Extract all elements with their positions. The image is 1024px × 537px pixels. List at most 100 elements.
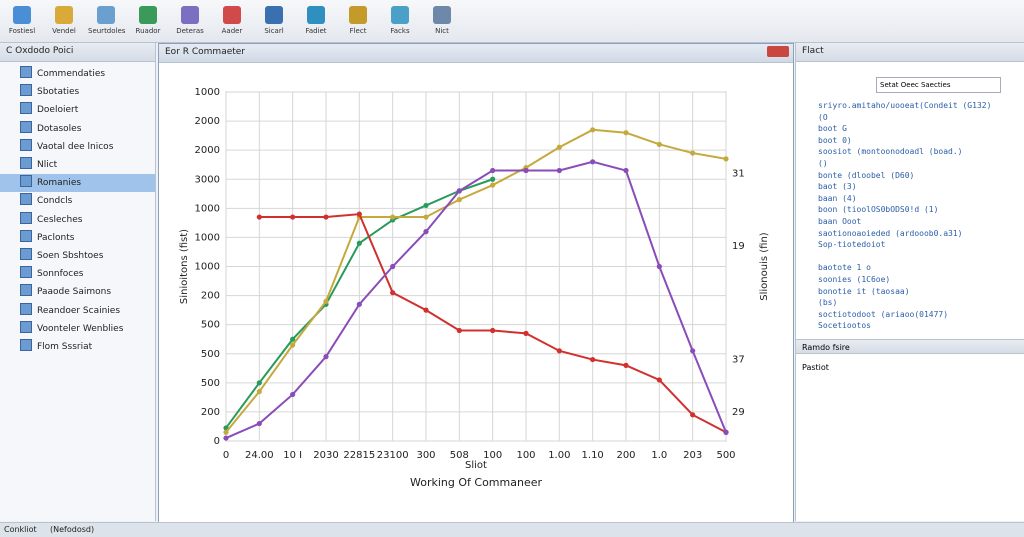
icon xyxy=(349,6,367,24)
button-label: Deteras xyxy=(176,27,204,35)
toolbar-button[interactable]: Vendel xyxy=(46,6,82,35)
data-point xyxy=(356,211,362,217)
y-tick-label: 200 xyxy=(201,291,220,302)
code-line: sriyro.amitaho/uooeat(Condeit (G132) xyxy=(818,101,992,110)
code-line: boot 0) xyxy=(818,135,852,145)
item-label: Doeloiert xyxy=(37,105,79,116)
close-button[interactable] xyxy=(767,46,789,57)
data-point xyxy=(590,159,596,165)
button-label: Seurtdoles xyxy=(88,27,126,35)
x-tick-label: 1.00 xyxy=(548,450,570,461)
toolbar-button[interactable]: Facks xyxy=(382,6,418,35)
search-box[interactable]: Setat Oeec Saecties xyxy=(876,77,1001,93)
tree-item[interactable]: Nlict xyxy=(20,156,155,174)
code-line: (bs) xyxy=(818,298,838,308)
toolbar-button[interactable]: Fadiet xyxy=(298,6,334,35)
bottom-panel-title: Ramdo fsire xyxy=(796,339,1024,354)
item-label: Commendaties xyxy=(37,69,106,79)
series-line xyxy=(225,128,727,433)
code-line: soctiotodoot (ariaoo(01477) xyxy=(818,309,949,319)
toolbar-button[interactable]: Nict xyxy=(424,6,460,35)
x-tick-label: 22815 xyxy=(343,450,375,461)
data-point xyxy=(223,429,229,435)
data-point xyxy=(323,354,329,360)
tree-item[interactable]: Commendaties xyxy=(20,65,155,83)
y-tick-label: 500 xyxy=(201,320,220,331)
y-tick-label: 2000 xyxy=(195,116,220,127)
x-tick-label: 508 xyxy=(450,450,469,461)
button-label: Fostiesl xyxy=(8,27,36,35)
x-tick-label: 500 xyxy=(716,450,735,461)
tree-item[interactable]: Reandoer Scainies xyxy=(20,302,155,320)
x-axis-label: Sliot xyxy=(465,460,487,471)
item-icon xyxy=(20,320,32,333)
y-tick-label: 0 xyxy=(214,436,220,447)
item-label: Voonteler Wenblies xyxy=(37,323,124,334)
tree-item[interactable]: Sbotaties xyxy=(20,83,155,101)
data-point xyxy=(423,307,429,313)
toolbar-button[interactable]: Aader xyxy=(214,6,250,35)
tree-item[interactable]: Paaode Saimons xyxy=(20,283,155,301)
toolbar-button[interactable]: Seurtdoles xyxy=(88,6,126,35)
data-point xyxy=(356,301,362,307)
tree-item[interactable]: Sonnfoces xyxy=(20,265,155,283)
toolbar-button[interactable]: Deteras xyxy=(172,6,208,35)
data-point xyxy=(456,188,462,194)
tree-item[interactable]: Soen Sbshtoes xyxy=(20,247,155,265)
toolbar-button[interactable]: Fostiesl xyxy=(4,6,40,35)
tree-item[interactable]: Romanies xyxy=(0,174,155,193)
item-icon xyxy=(20,193,32,206)
icon xyxy=(55,6,73,24)
x-tick-label: 24.00 xyxy=(245,450,274,461)
data-point xyxy=(690,348,696,354)
item-label: Condcls xyxy=(37,196,73,207)
tree-item[interactable]: Doeloiert xyxy=(20,101,155,119)
item-icon xyxy=(20,302,32,315)
toolbar-button[interactable]: Flect xyxy=(340,6,376,35)
item-label: Sbotaties xyxy=(37,87,80,98)
data-point xyxy=(656,377,662,383)
data-point xyxy=(556,144,562,150)
item-icon xyxy=(20,229,32,242)
tree-item[interactable]: Cesleches xyxy=(20,211,155,229)
tree-item[interactable]: Flom Sssriat xyxy=(20,338,155,356)
code-line: Socetiootos xyxy=(818,321,871,331)
item-label: Paclonts xyxy=(37,232,75,243)
y-tick-label: 1000 xyxy=(195,87,220,98)
chart: 0200500500500200100010001000300020002000… xyxy=(179,87,770,489)
data-point xyxy=(556,348,562,354)
toolbar: Fostiesl Vendel Seurtdoles Ruador Deteras Aad… xyxy=(0,0,1024,43)
item-icon xyxy=(20,339,32,351)
y2-tick-label: 29 xyxy=(732,407,745,418)
toolbar-button[interactable]: Sicarl xyxy=(256,6,292,35)
data-point xyxy=(523,167,529,174)
data-point xyxy=(723,429,729,435)
tree-item[interactable]: Vaotal dee lnicos xyxy=(20,138,155,156)
tree-item[interactable]: Dotasoles xyxy=(20,120,155,138)
code-line: boot G xyxy=(818,124,847,134)
data-point xyxy=(223,435,229,441)
item-label: Paaode Saimons xyxy=(37,287,112,298)
code-line: baan Ooot xyxy=(818,217,862,226)
tree-item[interactable]: Paclonts xyxy=(20,229,155,247)
item-icon xyxy=(20,284,32,297)
code-line: baan (4) xyxy=(818,193,857,203)
data-point xyxy=(690,150,696,156)
item-icon xyxy=(20,175,32,188)
toolbar-button[interactable]: Ruador xyxy=(130,6,166,35)
button-label: Vendel xyxy=(52,27,76,35)
code-line: soonies (1C6oe) xyxy=(818,275,891,284)
data-point xyxy=(656,141,662,147)
tree-item[interactable]: Condcls xyxy=(20,192,155,210)
status-bar: Conkliot (Nefodosd) xyxy=(0,522,1024,537)
tree-item[interactable]: Voonteler Wenblies xyxy=(20,320,155,338)
icon xyxy=(223,6,241,24)
chart-window: Eor R Commaeter 0 200 500 500 500 200 1000 1000… xyxy=(158,43,794,523)
y-tick-label: 500 xyxy=(201,349,220,360)
y2-tick-label: 37 xyxy=(732,355,745,366)
x-tick-label: 203 xyxy=(683,450,702,461)
data-point xyxy=(356,240,362,246)
data-point xyxy=(523,330,529,336)
icon xyxy=(181,6,199,24)
data-point xyxy=(256,380,262,386)
